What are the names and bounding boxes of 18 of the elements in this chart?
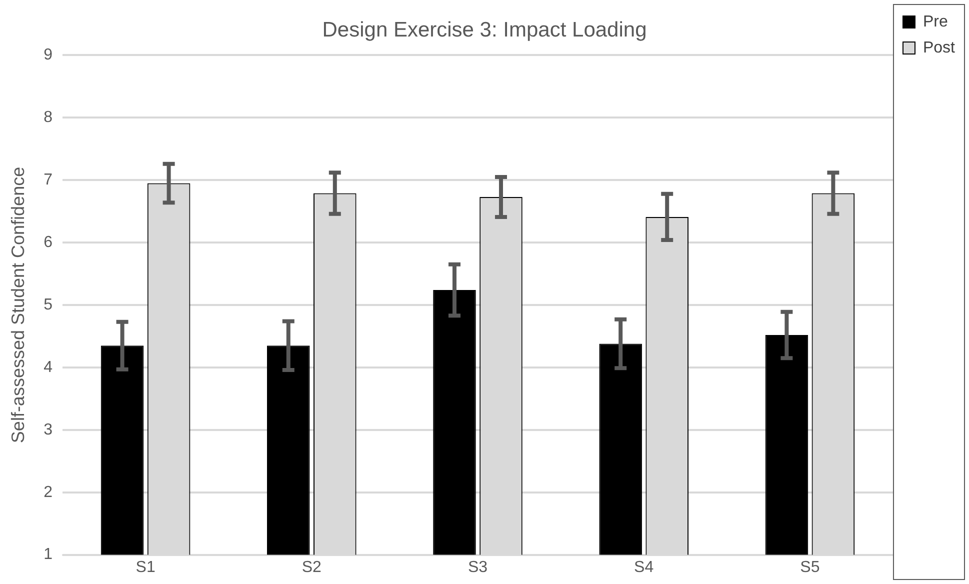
legend-label: Post [922,39,956,56]
y-tick-label: 7 [44,172,53,189]
y-tick-label: 2 [44,484,53,501]
x-tick-label: S1 [136,558,156,576]
x-tick-label: S4 [634,558,654,576]
y-tick-label: 1 [44,546,53,564]
y-tick-label: 4 [44,358,53,376]
y-tick-label: 3 [44,421,53,438]
chart-title: Design Exercise 3: Impact Loading [322,18,647,42]
y-axis-title: Self-assessed Student Confidence [8,166,28,444]
legend-label: Pre [922,13,948,30]
x-tick-label: S2 [302,558,322,576]
x-tick-label: S3 [468,558,488,576]
y-tick-label: 5 [44,296,53,314]
y-tick-label: 6 [44,234,53,251]
y-tick-label: 9 [44,46,53,64]
y-tick-label: 8 [44,109,53,126]
x-tick-label: S5 [800,558,820,576]
